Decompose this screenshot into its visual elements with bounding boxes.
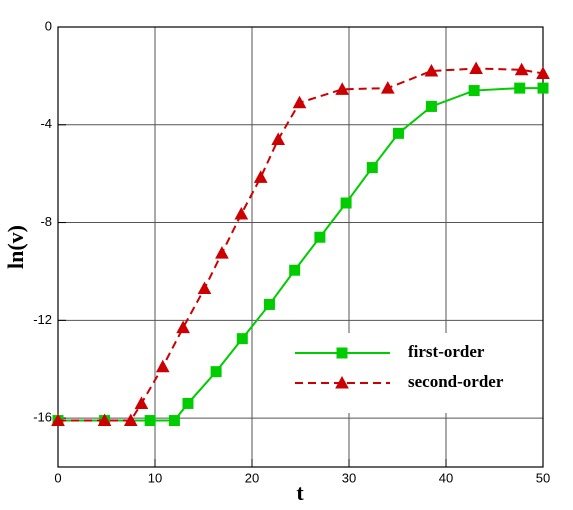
data-point [168, 415, 180, 427]
data-point [292, 95, 307, 109]
data-point [289, 264, 301, 276]
data-point [123, 413, 138, 427]
x-tick-label: 50 [536, 470, 550, 485]
y-tick-label: -16 [33, 410, 52, 425]
legend-box [290, 333, 538, 413]
data-point [134, 396, 149, 409]
data-point [97, 413, 112, 427]
data-point [155, 359, 170, 373]
data-point [176, 320, 190, 334]
data-point [392, 127, 404, 139]
data-point [537, 82, 549, 94]
x-tick-label: 0 [54, 470, 61, 485]
x-tick-label: 40 [439, 470, 453, 485]
data-point [236, 333, 248, 345]
data-point [424, 63, 439, 77]
data-point [468, 85, 480, 97]
data-point [271, 132, 286, 145]
data-point [335, 82, 350, 95]
x-tick-label: 20 [245, 470, 259, 485]
x-tick-label: 10 [148, 470, 162, 485]
data-point [536, 66, 550, 79]
data-point [469, 61, 483, 75]
legend-marker [335, 375, 349, 389]
legend-label: first-order [408, 342, 485, 361]
plot-frame [57, 26, 544, 468]
data-point [51, 413, 65, 427]
data-point [425, 100, 437, 112]
data-point [253, 170, 268, 183]
data-point [144, 415, 156, 427]
data-point [234, 206, 249, 220]
y-tick-label: -12 [33, 312, 52, 327]
data-point [215, 246, 229, 259]
data-point [210, 366, 222, 378]
series-line [58, 67, 544, 422]
x-tick-label: 30 [342, 470, 356, 485]
data-point [514, 82, 526, 94]
legend-marker [336, 347, 348, 359]
x-axis-label: t [296, 480, 304, 505]
data-point [197, 281, 212, 295]
y-tick-label: -4 [40, 116, 52, 131]
y-tick-label: -8 [40, 214, 52, 229]
data-point [314, 231, 326, 243]
data-point [182, 397, 194, 409]
data-point [380, 81, 395, 94]
legend-label: second-order [408, 372, 504, 391]
data-point [263, 298, 275, 310]
data-point [514, 62, 529, 76]
y-axis-label: ln(v) [3, 225, 28, 269]
data-point [366, 162, 378, 174]
data-point [340, 197, 352, 209]
y-tick-label: 0 [45, 18, 52, 33]
